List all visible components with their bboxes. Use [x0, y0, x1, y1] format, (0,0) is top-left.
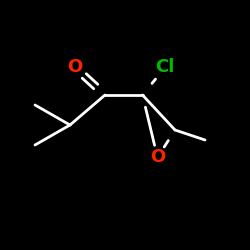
- Text: O: O: [68, 58, 82, 76]
- Text: Cl: Cl: [155, 58, 175, 76]
- Text: O: O: [150, 148, 165, 166]
